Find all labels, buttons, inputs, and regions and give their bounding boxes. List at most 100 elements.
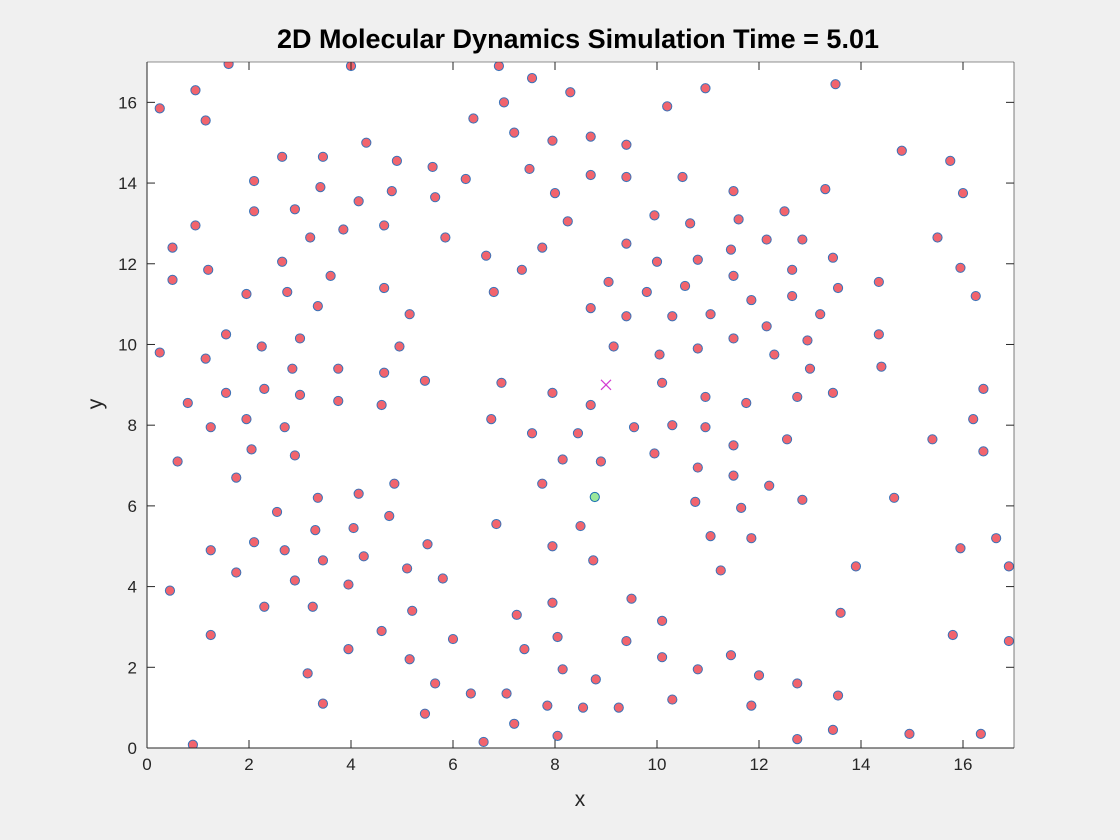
particle bbox=[700, 391, 711, 403]
particle bbox=[741, 397, 752, 409]
x-tick-label: 0 bbox=[142, 755, 151, 774]
particle bbox=[797, 234, 808, 245]
particle bbox=[700, 422, 711, 433]
axes: 0 2 4 6 8 10 12 14 16 0 2 4 6 8 10 12 14 16 bbox=[118, 61, 1015, 774]
y-tick-label: 16 bbox=[118, 93, 137, 112]
particle bbox=[753, 670, 765, 681]
particle bbox=[585, 399, 596, 411]
particle bbox=[947, 629, 958, 641]
particle bbox=[728, 440, 739, 451]
particle bbox=[164, 585, 176, 596]
particle bbox=[667, 420, 678, 431]
particle bbox=[677, 171, 688, 183]
particle bbox=[205, 629, 216, 641]
y-tick-label: 10 bbox=[118, 335, 137, 354]
particle bbox=[904, 728, 915, 739]
particle bbox=[486, 414, 497, 425]
particle bbox=[585, 169, 596, 181]
center-marker-stroke bbox=[600, 379, 612, 391]
particle bbox=[685, 218, 696, 229]
particle bbox=[496, 377, 507, 388]
particle bbox=[736, 502, 747, 513]
particle bbox=[289, 575, 300, 586]
particle bbox=[249, 175, 260, 187]
particle bbox=[205, 545, 216, 556]
particle bbox=[379, 220, 390, 231]
particle bbox=[667, 311, 678, 322]
particle bbox=[552, 730, 563, 741]
particle bbox=[705, 531, 716, 542]
particle bbox=[590, 674, 601, 685]
particle bbox=[815, 309, 826, 320]
particle bbox=[557, 454, 568, 465]
particle bbox=[259, 601, 270, 612]
particle bbox=[317, 698, 329, 709]
particle bbox=[294, 333, 306, 344]
particle bbox=[585, 303, 596, 314]
particle bbox=[787, 290, 798, 302]
particle bbox=[876, 361, 887, 372]
particle bbox=[797, 494, 808, 505]
particle bbox=[427, 161, 438, 173]
x-tick-label: 6 bbox=[448, 755, 457, 774]
particle bbox=[460, 173, 471, 185]
particle bbox=[667, 694, 678, 705]
particle bbox=[430, 678, 441, 689]
particle bbox=[343, 644, 354, 655]
particle bbox=[271, 506, 283, 518]
particle bbox=[621, 311, 632, 322]
x-tick-label: 10 bbox=[648, 755, 667, 774]
particle bbox=[249, 206, 260, 217]
particle bbox=[542, 700, 553, 711]
particle bbox=[154, 347, 165, 358]
particle bbox=[394, 341, 405, 352]
particle bbox=[187, 739, 198, 748]
y-tick-label: 6 bbox=[128, 497, 137, 516]
particle bbox=[277, 256, 288, 267]
particle bbox=[333, 395, 344, 407]
y-tick-label: 8 bbox=[128, 416, 137, 435]
particle bbox=[220, 329, 232, 340]
particle bbox=[241, 414, 252, 425]
particle bbox=[830, 79, 841, 90]
x-axis-label: x bbox=[575, 788, 586, 811]
particle bbox=[781, 434, 793, 445]
particle bbox=[440, 232, 451, 243]
particle bbox=[641, 286, 652, 298]
particle bbox=[850, 561, 862, 572]
particle bbox=[277, 151, 288, 162]
particle bbox=[621, 171, 632, 183]
particle bbox=[524, 163, 535, 175]
x-tick-label: 14 bbox=[852, 755, 871, 774]
particle bbox=[968, 414, 979, 425]
particle bbox=[626, 593, 637, 604]
particle bbox=[537, 478, 548, 489]
particle bbox=[437, 573, 448, 584]
particle bbox=[279, 422, 290, 433]
plot-area bbox=[147, 62, 1014, 748]
particle bbox=[692, 664, 703, 675]
particle bbox=[190, 85, 201, 96]
particle bbox=[970, 290, 981, 302]
particle bbox=[613, 702, 624, 713]
particle bbox=[662, 101, 673, 112]
particle bbox=[577, 702, 589, 713]
particle bbox=[657, 377, 668, 388]
particle bbox=[792, 391, 803, 403]
particle bbox=[804, 363, 816, 374]
particle bbox=[957, 188, 969, 199]
particle bbox=[361, 137, 372, 148]
particle bbox=[526, 73, 538, 84]
particle bbox=[526, 428, 538, 439]
particle bbox=[769, 349, 780, 360]
particle bbox=[312, 301, 323, 312]
particle bbox=[338, 224, 349, 235]
particle bbox=[547, 597, 558, 608]
y-tick-label: 2 bbox=[128, 658, 137, 677]
particle bbox=[889, 492, 900, 503]
particle bbox=[310, 524, 321, 536]
particle bbox=[552, 631, 563, 643]
particle bbox=[692, 343, 703, 354]
particle bbox=[205, 422, 216, 433]
